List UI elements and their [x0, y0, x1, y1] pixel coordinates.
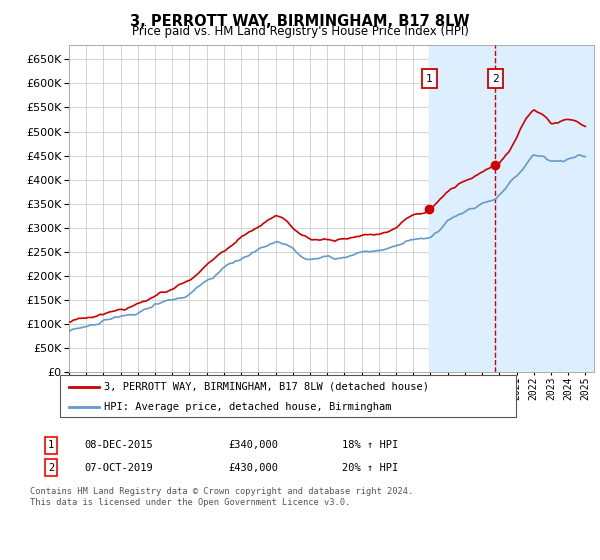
Text: 2: 2: [48, 463, 54, 473]
Text: Contains HM Land Registry data © Crown copyright and database right 2024.: Contains HM Land Registry data © Crown c…: [30, 487, 413, 496]
Text: 3, PERROTT WAY, BIRMINGHAM, B17 8LW (detached house): 3, PERROTT WAY, BIRMINGHAM, B17 8LW (det…: [104, 382, 429, 392]
Text: 20% ↑ HPI: 20% ↑ HPI: [342, 463, 398, 473]
Text: Price paid vs. HM Land Registry's House Price Index (HPI): Price paid vs. HM Land Registry's House …: [131, 25, 469, 38]
Text: 07-OCT-2019: 07-OCT-2019: [84, 463, 153, 473]
Text: 3, PERROTT WAY, BIRMINGHAM, B17 8LW: 3, PERROTT WAY, BIRMINGHAM, B17 8LW: [130, 14, 470, 29]
Text: This data is licensed under the Open Government Licence v3.0.: This data is licensed under the Open Gov…: [30, 498, 350, 507]
Bar: [429, 45, 594, 372]
Text: 08-DEC-2015: 08-DEC-2015: [84, 440, 153, 450]
Text: 2: 2: [492, 73, 499, 83]
Text: 1: 1: [48, 440, 54, 450]
Text: £340,000: £340,000: [228, 440, 278, 450]
Text: 18% ↑ HPI: 18% ↑ HPI: [342, 440, 398, 450]
Text: 1: 1: [426, 73, 433, 83]
Text: £430,000: £430,000: [228, 463, 278, 473]
Text: HPI: Average price, detached house, Birmingham: HPI: Average price, detached house, Birm…: [104, 402, 391, 412]
